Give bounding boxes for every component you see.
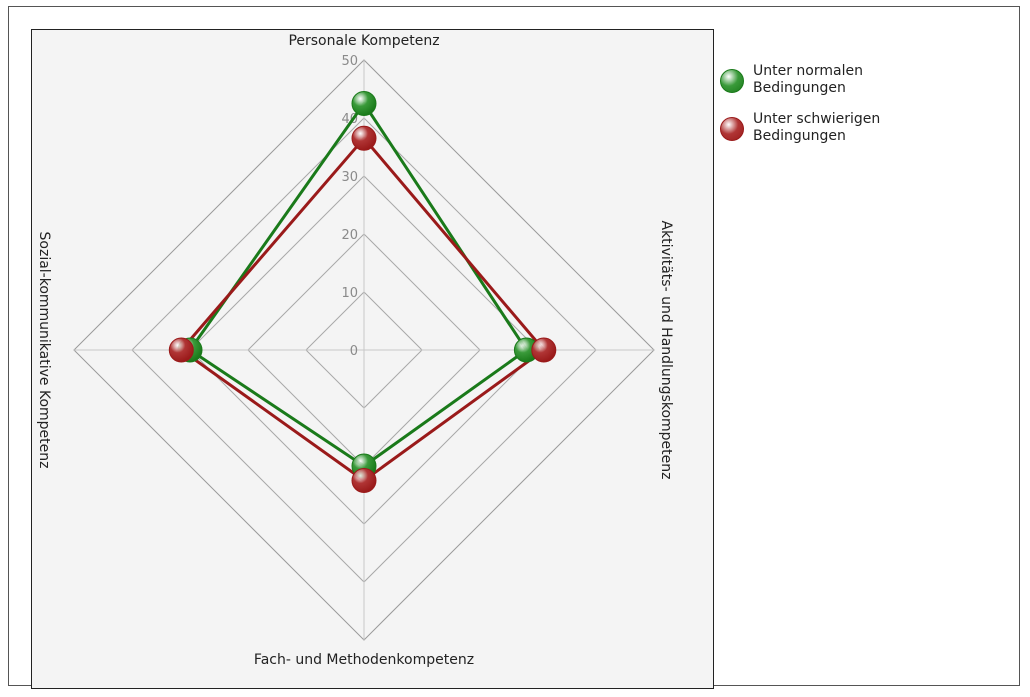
tick-label-30: 30 xyxy=(341,170,358,185)
tick-label-20: 20 xyxy=(341,228,358,243)
tick-label-10: 10 xyxy=(341,286,358,301)
radar-series xyxy=(168,91,557,493)
series-1-point-2 xyxy=(351,468,377,493)
axis-label-personale-kompetenz: Personale Kompetenz xyxy=(288,33,439,49)
axis-label-aktivitaets-und-handlungskompetenz: Aktivitäts- und Handlungskompetenz xyxy=(658,221,674,480)
series-1-point-3 xyxy=(168,337,194,363)
series-0-point-0 xyxy=(351,91,377,116)
axis-label-sozial-kommunikative-kompetenz: Sozial-kommunikative Kompetenz xyxy=(36,232,52,469)
tick-label-0: 0 xyxy=(350,344,358,359)
series-1-point-1 xyxy=(531,337,557,363)
legend-label-normal: Unter normalen Bedingungen xyxy=(753,63,863,96)
legend-marker-difficult xyxy=(720,117,744,141)
axis-labels: Personale Kompetenz Aktivitäts- und Hand… xyxy=(36,33,674,668)
tick-label-50: 50 xyxy=(341,54,358,69)
legend-marker-normal xyxy=(720,69,744,93)
legend-label-difficult: Unter schwierigen Bedingungen xyxy=(753,111,881,144)
series-1-point-0 xyxy=(351,125,377,151)
series-line-1 xyxy=(179,136,546,482)
axis-label-fach-und-methodenkompetenz: Fach- und Methodenkompetenz xyxy=(254,652,474,668)
